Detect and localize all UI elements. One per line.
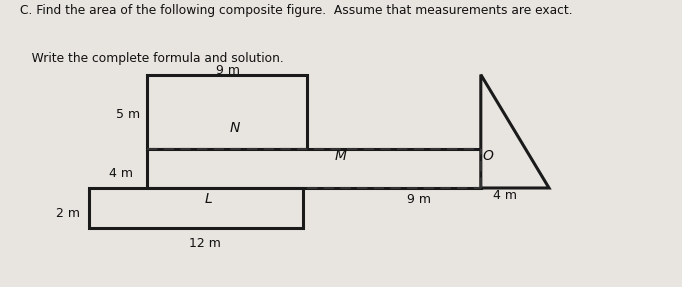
Text: 4 m: 4 m (109, 167, 133, 180)
Text: 9 m: 9 m (407, 193, 432, 206)
Text: Write the complete formula and solution.: Write the complete formula and solution. (20, 52, 284, 65)
Text: 5 m: 5 m (116, 108, 140, 121)
Text: 12 m: 12 m (189, 237, 220, 250)
Text: L: L (204, 193, 212, 206)
Text: O: O (482, 150, 493, 163)
Polygon shape (481, 75, 549, 188)
Text: 4 m: 4 m (492, 189, 517, 202)
Text: 2 m: 2 m (57, 207, 80, 220)
Text: 9 m: 9 m (216, 65, 241, 77)
Bar (147, 149, 481, 188)
Bar (147, 75, 307, 149)
Text: N: N (230, 121, 241, 135)
Text: M: M (335, 150, 347, 163)
Bar (89, 188, 303, 228)
Text: C. Find the area of the following composite figure.  Assume that measurements ar: C. Find the area of the following compos… (20, 4, 573, 17)
